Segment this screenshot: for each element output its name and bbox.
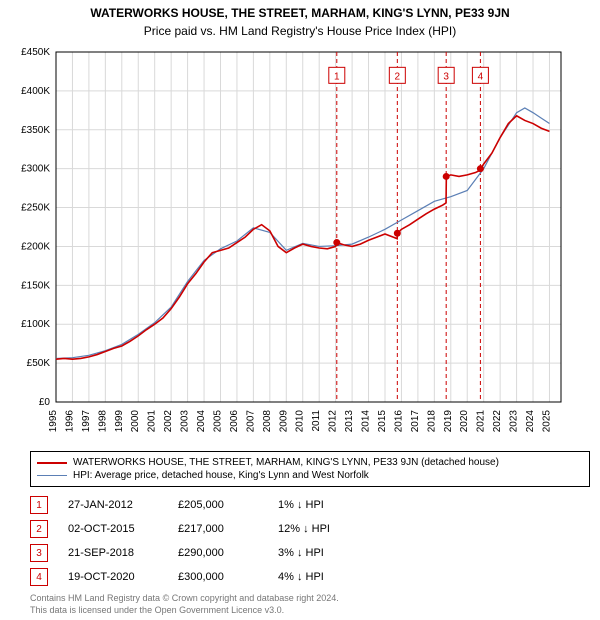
svg-text:4: 4	[478, 71, 484, 82]
svg-text:2006: 2006	[229, 410, 240, 433]
svg-text:£250K: £250K	[21, 203, 50, 214]
chart-area: £0 £50K £100K £150K £200K £250K £300K £350K £400…	[8, 42, 600, 447]
svg-text:1999: 1999	[114, 410, 125, 433]
footnote: Contains HM Land Registry data © Crown c…	[30, 593, 590, 616]
figure: WATERWORKS HOUSE, THE STREET, MARHAM, KI…	[0, 0, 600, 620]
legend: WATERWORKS HOUSE, THE STREET, MARHAM, KI…	[30, 451, 590, 487]
svg-text:2005: 2005	[212, 410, 223, 433]
svg-text:1: 1	[334, 71, 340, 82]
svg-text:2013: 2013	[344, 410, 355, 433]
svg-text:1995: 1995	[48, 410, 59, 433]
legend-swatch	[37, 475, 67, 476]
chart-subtitle: Price paid vs. HM Land Registry's House …	[0, 20, 600, 42]
chart-svg: £0 £50K £100K £150K £200K £250K £300K £350K £400…	[8, 42, 568, 442]
event-date: 02-OCT-2015	[68, 523, 158, 535]
svg-text:2011: 2011	[311, 410, 322, 432]
event-number-box: 2	[30, 520, 48, 538]
event-number-box: 3	[30, 544, 48, 562]
svg-text:£450K: £450K	[21, 47, 50, 58]
svg-text:£350K: £350K	[21, 125, 50, 136]
svg-text:2016: 2016	[393, 410, 404, 433]
svg-text:2021: 2021	[476, 410, 487, 433]
event-row: 3 21-SEP-2018 £290,000 3% ↓ HPI	[30, 541, 590, 565]
footnote-line: This data is licensed under the Open Gov…	[30, 605, 590, 617]
svg-text:2014: 2014	[361, 410, 372, 433]
event-price: £290,000	[178, 547, 258, 559]
event-price: £205,000	[178, 499, 258, 511]
svg-text:2002: 2002	[163, 410, 174, 433]
event-date: 21-SEP-2018	[68, 547, 158, 559]
svg-text:2008: 2008	[262, 410, 273, 433]
svg-text:2020: 2020	[459, 410, 470, 433]
svg-text:2004: 2004	[196, 410, 207, 433]
svg-text:£50K: £50K	[27, 358, 51, 369]
svg-text:£0: £0	[39, 397, 51, 408]
event-delta: 12% ↓ HPI	[278, 523, 378, 535]
svg-text:£200K: £200K	[21, 241, 50, 252]
event-date: 27-JAN-2012	[68, 499, 158, 511]
event-row: 1 27-JAN-2012 £205,000 1% ↓ HPI	[30, 493, 590, 517]
event-price: £217,000	[178, 523, 258, 535]
legend-label: HPI: Average price, detached house, King…	[73, 470, 369, 481]
legend-item: WATERWORKS HOUSE, THE STREET, MARHAM, KI…	[37, 456, 583, 469]
svg-text:2024: 2024	[525, 410, 536, 433]
svg-text:2019: 2019	[443, 410, 454, 433]
svg-text:2022: 2022	[492, 410, 503, 433]
svg-text:£150K: £150K	[21, 280, 50, 291]
event-row: 2 02-OCT-2015 £217,000 12% ↓ HPI	[30, 517, 590, 541]
event-row: 4 19-OCT-2020 £300,000 4% ↓ HPI	[30, 565, 590, 589]
svg-text:2015: 2015	[377, 410, 388, 433]
svg-text:2010: 2010	[295, 410, 306, 433]
event-date: 19-OCT-2020	[68, 571, 158, 583]
legend-swatch	[37, 462, 67, 464]
svg-text:2017: 2017	[410, 410, 421, 433]
footnote-line: Contains HM Land Registry data © Crown c…	[30, 593, 590, 605]
chart-title: WATERWORKS HOUSE, THE STREET, MARHAM, KI…	[0, 0, 600, 20]
svg-text:2025: 2025	[541, 410, 552, 433]
svg-text:2023: 2023	[509, 410, 520, 433]
legend-item: HPI: Average price, detached house, King…	[37, 469, 583, 482]
svg-text:3: 3	[443, 71, 449, 82]
event-number-box: 4	[30, 568, 48, 586]
event-price: £300,000	[178, 571, 258, 583]
svg-text:2009: 2009	[278, 410, 289, 433]
svg-text:£100K: £100K	[21, 319, 50, 330]
event-delta: 4% ↓ HPI	[278, 571, 378, 583]
svg-text:2007: 2007	[245, 410, 256, 433]
svg-text:2001: 2001	[147, 410, 158, 433]
svg-text:1997: 1997	[81, 410, 92, 433]
svg-text:£300K: £300K	[21, 164, 50, 175]
svg-text:2003: 2003	[180, 410, 191, 433]
svg-text:1998: 1998	[97, 410, 108, 433]
svg-text:2000: 2000	[130, 410, 141, 433]
event-delta: 1% ↓ HPI	[278, 499, 378, 511]
svg-text:2: 2	[395, 71, 401, 82]
event-delta: 3% ↓ HPI	[278, 547, 378, 559]
legend-label: WATERWORKS HOUSE, THE STREET, MARHAM, KI…	[73, 457, 499, 468]
svg-text:1996: 1996	[64, 410, 75, 433]
events-table: 1 27-JAN-2012 £205,000 1% ↓ HPI 2 02-OCT-2015…	[30, 493, 590, 589]
svg-text:2012: 2012	[328, 410, 339, 433]
svg-text:2018: 2018	[426, 410, 437, 433]
svg-text:£400K: £400K	[21, 86, 50, 97]
event-number-box: 1	[30, 496, 48, 514]
